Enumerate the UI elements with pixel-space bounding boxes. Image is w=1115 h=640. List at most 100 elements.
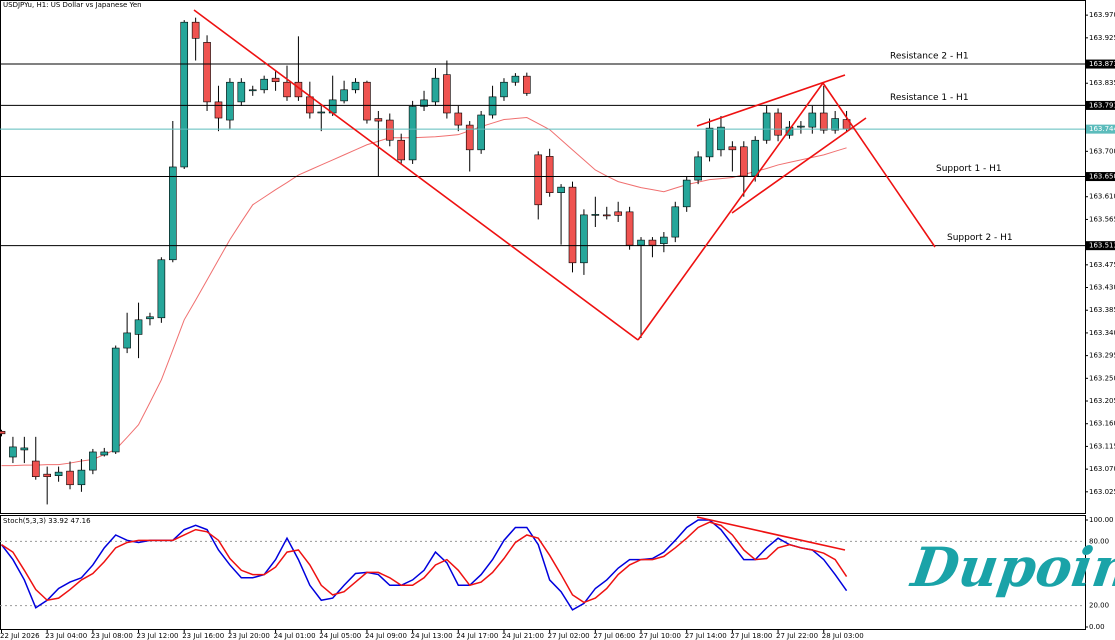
y-tick-label: 163.205	[1089, 397, 1115, 405]
x-tick-label: 24 Jul 17:00	[456, 632, 498, 640]
main-panel	[0, 0, 1086, 514]
candle-body	[271, 77, 280, 83]
candle-body	[340, 89, 348, 102]
candle-body	[260, 78, 268, 91]
candle-body	[146, 316, 154, 320]
candle-body	[283, 81, 291, 98]
candle-body	[568, 186, 577, 264]
candle-body	[351, 81, 360, 91]
x-tick-label: 27 Jul 14:00	[685, 632, 727, 640]
price-label: 163.873	[1089, 60, 1115, 68]
wedge-line	[696, 74, 846, 127]
price-label: 163.513	[1089, 242, 1115, 250]
candle-body	[203, 42, 211, 103]
x-tick-label: 23 Jul 12:00	[137, 632, 179, 640]
candle-body	[454, 112, 463, 126]
candle-body	[477, 114, 485, 151]
price-box	[1086, 59, 1115, 69]
candle-body	[180, 21, 189, 168]
candle-body	[671, 206, 680, 238]
level-label: Resistance 2 - H1	[890, 52, 969, 62]
price-label: 163.791	[1089, 101, 1115, 109]
x-tick-label: 27 Jul 18:00	[730, 632, 772, 640]
candle-body	[20, 447, 29, 451]
x-tick-label: 27 Jul 02:00	[548, 632, 590, 640]
candle-body	[123, 332, 131, 349]
candle-body	[248, 89, 257, 92]
level-label: Support 1 - H1	[936, 164, 1002, 174]
candle-body	[77, 469, 86, 486]
candle-body	[774, 112, 782, 136]
candle-body	[43, 473, 51, 477]
candle-body	[580, 214, 588, 264]
x-tick-label: 24 Jul 21:00	[502, 632, 544, 640]
x-tick-label: 24 Jul 09:00	[365, 632, 407, 640]
candle-body	[557, 186, 565, 193]
level-label: Support 2 - H1	[947, 233, 1013, 243]
candle-body	[420, 99, 428, 107]
y-tick-label: 0.00	[1089, 623, 1105, 631]
x-tick-label: 27 Jul 06:00	[593, 632, 635, 640]
candle-body	[797, 125, 805, 128]
candle-body	[751, 139, 760, 177]
y-tick-label: 163.295	[1089, 352, 1115, 360]
candle-body	[9, 446, 17, 458]
level-label: Resistance 1 - H1	[890, 93, 969, 103]
y-tick-label: 163.700	[1089, 147, 1115, 155]
price-box	[1086, 100, 1115, 110]
y-tick-label: 163.565	[1089, 215, 1115, 223]
price-box	[1086, 172, 1115, 182]
candle-body	[214, 101, 223, 119]
candle-body	[614, 211, 622, 216]
candle-body	[591, 214, 600, 216]
candle-body	[31, 460, 40, 477]
x-tick-label: 23 Jul 16:00	[182, 632, 224, 640]
candle-body	[100, 451, 109, 456]
candle-body	[511, 75, 520, 83]
candle-body	[0, 430, 6, 435]
candle-body	[111, 347, 120, 453]
y-tick-label: 100.00	[1089, 516, 1114, 524]
trend-lines	[193, 9, 936, 551]
logo: Dupoin	[906, 535, 1115, 599]
candle-body	[488, 96, 497, 116]
y-tick-label: 163.475	[1089, 261, 1115, 269]
candle-body	[500, 81, 508, 98]
candle-body	[191, 21, 200, 39]
candle-body	[465, 124, 474, 151]
trend-line	[637, 82, 824, 341]
x-tick-label: 23 Jul 20:00	[228, 632, 270, 640]
y-tick-label: 80.00	[1089, 537, 1109, 545]
y-tick-label: 163.925	[1089, 34, 1115, 42]
x-tick-label: 24 Jul 01:00	[274, 632, 316, 640]
candle-body	[408, 106, 417, 161]
candle-body	[89, 451, 97, 471]
x-tick-label: 22 Jul 2026	[0, 632, 40, 640]
x-tick-label: 24 Jul 13:00	[411, 632, 453, 640]
candle-body	[660, 236, 668, 244]
candle-body	[226, 81, 234, 121]
candle-body	[682, 179, 691, 208]
y-tick-label: 163.970	[1089, 11, 1115, 19]
y-tick-label: 163.115	[1089, 442, 1115, 450]
y-tick-label: 163.385	[1089, 306, 1115, 314]
candle-body	[431, 77, 440, 103]
trend-line	[822, 82, 936, 248]
candle-body	[66, 470, 74, 486]
candle-body	[717, 126, 725, 151]
candle-body	[397, 139, 406, 161]
candle-body	[534, 154, 543, 206]
stoch-line	[1, 521, 848, 604]
y-tick-label: 163.340	[1089, 329, 1115, 337]
stoch-panel	[0, 515, 1086, 630]
candle-body	[385, 119, 394, 141]
candle-body	[523, 75, 531, 94]
candle-body	[694, 156, 702, 181]
candle-body	[157, 259, 166, 319]
y-tick-label: 163.835	[1089, 79, 1115, 87]
price-label: 163.744	[1089, 125, 1115, 133]
y-tick-label: 163.160	[1089, 420, 1115, 428]
candle-body	[739, 146, 748, 177]
stoch-title: Stoch(5,3,3) 33.92 47.16	[3, 517, 91, 525]
